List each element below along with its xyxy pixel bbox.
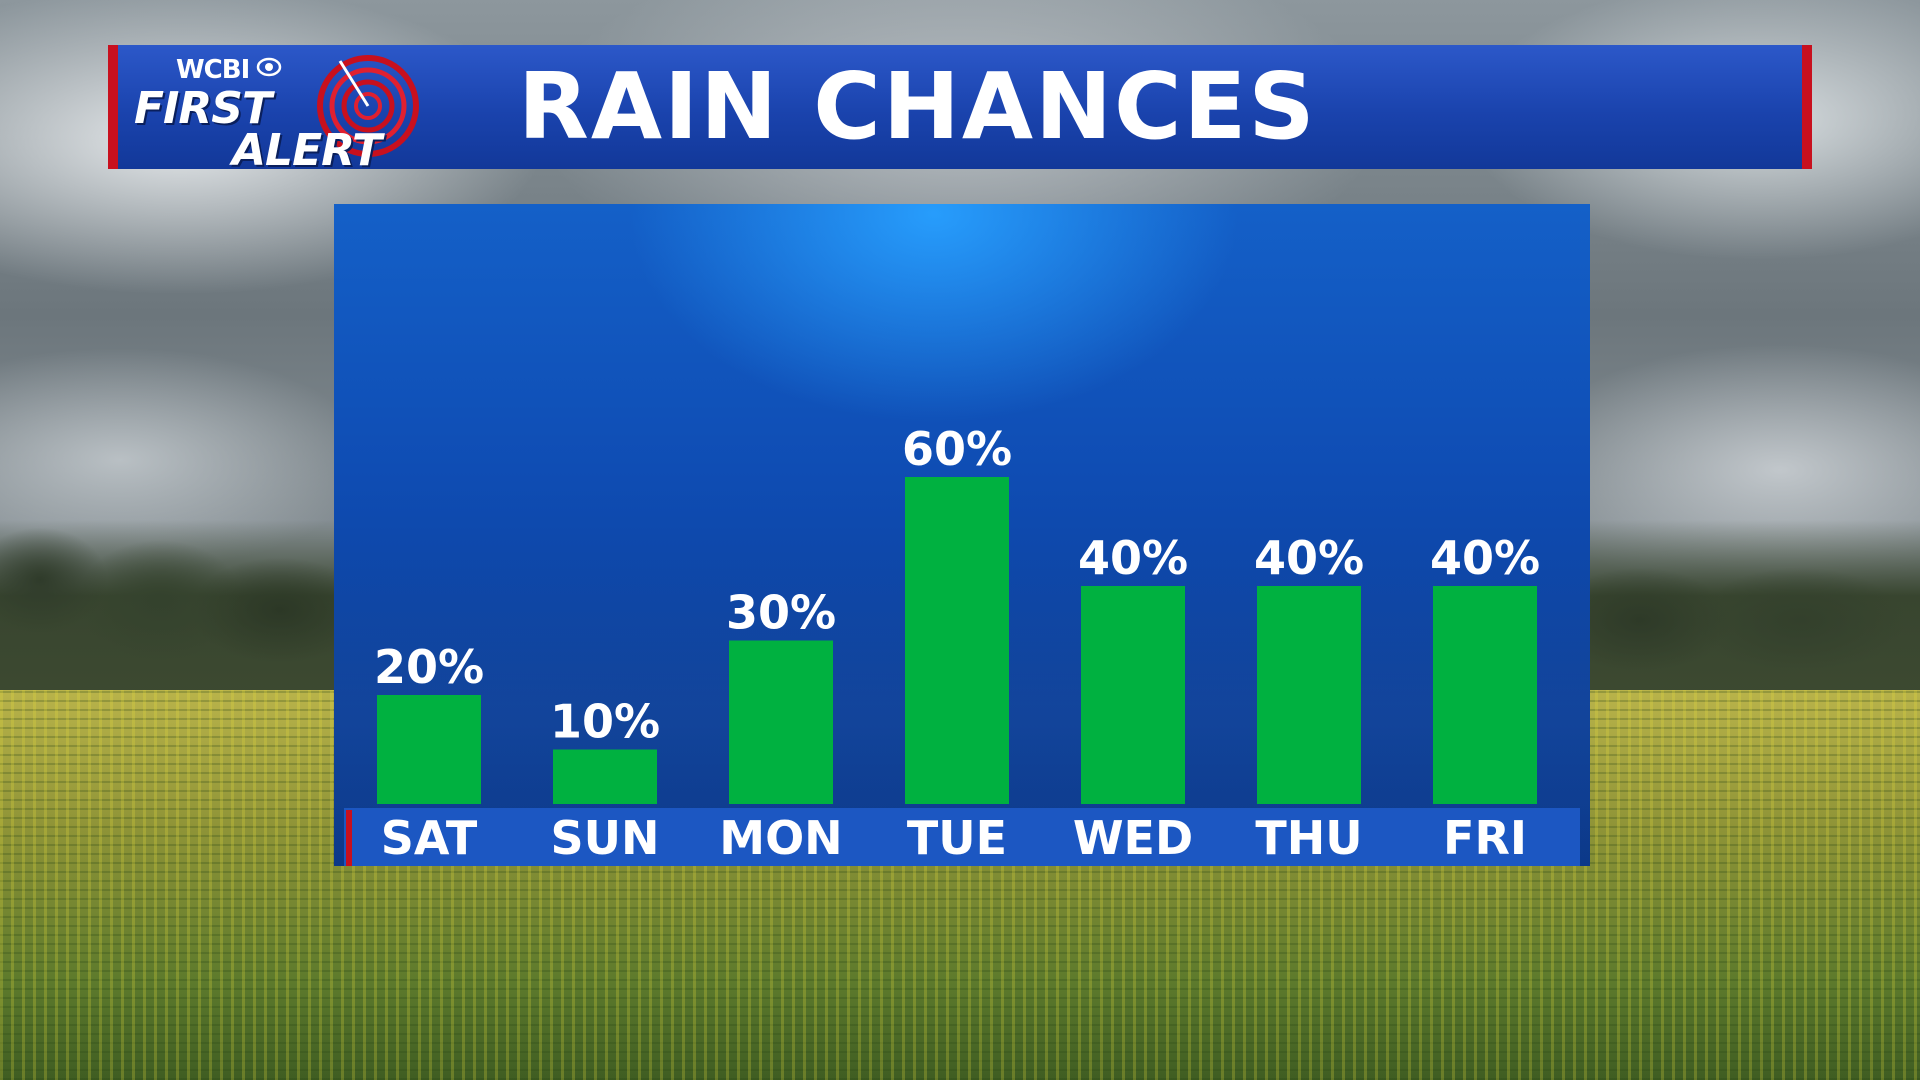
value-label-sun: 10% (550, 695, 660, 749)
rain-chance-chart: 20% SAT 10% SUN 30% MON 60% TUE 40% WED 40% THU 40% F… (344, 422, 1580, 866)
day-label-mon: MON (719, 811, 842, 865)
value-label-thu: 40% (1254, 531, 1364, 585)
day-label-wed: WED (1073, 811, 1193, 865)
day-axis-strip (344, 808, 1580, 866)
value-label-mon: 30% (726, 586, 836, 640)
day-label-tue: TUE (907, 811, 1007, 865)
value-label-tue: 60% (902, 422, 1012, 476)
title-banner: WCBI FIRST ALERT RAIN CHANCES (108, 45, 1812, 176)
bar-mon (729, 640, 833, 804)
bar-thu (1257, 586, 1361, 804)
chart-panel: 20% SAT 10% SUN 30% MON 60% TUE 40% WED 40% THU 40% F… (334, 204, 1590, 866)
radar-icon (317, 55, 419, 157)
bar-sun (553, 749, 657, 804)
brand-alert: ALERT (232, 125, 382, 176)
day-label-fri: FRI (1443, 811, 1527, 865)
bar-fri (1433, 586, 1537, 804)
station-callsign: WCBI (176, 55, 250, 85)
day-axis-accent (346, 810, 352, 866)
value-label-wed: 40% (1078, 531, 1188, 585)
bar-tue (905, 477, 1009, 804)
day-label-sat: SAT (381, 811, 478, 865)
value-label-sat: 20% (374, 640, 484, 694)
bar-wed (1081, 586, 1185, 804)
bar-sat (377, 695, 481, 804)
page-title: RAIN CHANCES (518, 53, 1317, 160)
cbs-eye-icon (256, 57, 282, 77)
station-logo: WCBI FIRST ALERT (128, 47, 438, 176)
day-label-thu: THU (1255, 811, 1362, 865)
value-label-fri: 40% (1430, 531, 1540, 585)
brand-first: FIRST (134, 83, 272, 134)
day-label-sun: SUN (551, 811, 660, 865)
